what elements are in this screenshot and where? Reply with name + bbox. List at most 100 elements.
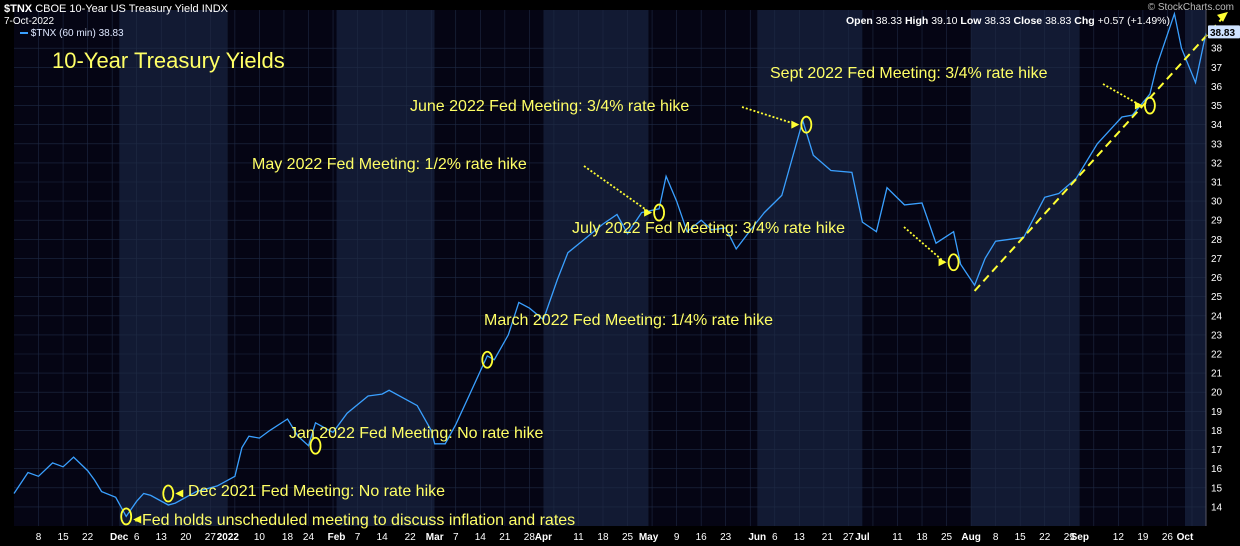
low-label: Low	[960, 15, 982, 27]
x-tick-label: 18	[282, 532, 294, 543]
y-tick-label: 19	[1211, 407, 1223, 418]
y-tick-label: 20	[1211, 388, 1223, 399]
x-tick-label: 28	[524, 532, 536, 543]
x-tick-label: 18	[597, 532, 609, 543]
annotation-arrowhead	[938, 258, 947, 267]
annotation-may-2022: May 2022 Fed Meeting: 1/2% rate hike	[252, 156, 527, 173]
x-tick-label: 21	[499, 532, 511, 543]
x-tick-label: Sep	[1071, 532, 1089, 543]
month-band	[757, 10, 863, 526]
x-tick-label: 22	[1039, 532, 1051, 543]
month-band	[543, 10, 649, 526]
annotation-pointer	[1102, 83, 1142, 107]
annotation-arrowhead	[1134, 101, 1143, 110]
x-tick-label: 13	[794, 532, 806, 543]
y-tick-label: 23	[1211, 330, 1223, 341]
annotation-sep-2022: Sept 2022 Fed Meeting: 3/4% rate hike	[770, 65, 1048, 82]
annotation-arrowhead	[175, 489, 184, 498]
x-tick-label: 7	[355, 532, 361, 543]
last-value-marker: 38.83	[1208, 25, 1240, 39]
x-tick-label: 21	[822, 532, 834, 543]
x-tick-label: 14	[377, 532, 389, 543]
y-tick-label: 22	[1211, 350, 1223, 361]
y-tick-label: 35	[1211, 101, 1223, 112]
month-band	[1184, 10, 1206, 526]
y-tick-label: 16	[1211, 464, 1223, 475]
month-band	[434, 10, 544, 526]
x-tick-label: 10	[254, 532, 266, 543]
y-tick-label: 26	[1211, 273, 1223, 284]
meeting-marker	[481, 350, 494, 369]
chart-title: 10-Year Treasury Yields	[52, 48, 285, 73]
annotation-jan-2022: Jan 2022 Fed Meeting: No rate hike	[289, 425, 544, 442]
annotation-mar-2022: March 2022 Fed Meeting: 1/4% rate hike	[484, 312, 774, 329]
x-tick-label: 12	[1113, 532, 1125, 543]
trend-arrowhead	[1217, 11, 1228, 22]
open-value: 38.33	[875, 15, 903, 27]
y-tick-label: 21	[1211, 369, 1223, 380]
x-tick-label: 19	[1137, 532, 1149, 543]
x-tick-label: 6	[134, 532, 140, 543]
meeting-markers	[120, 96, 1156, 526]
annotation-pointer	[903, 226, 946, 263]
horizontal-gridlines	[14, 47, 1206, 508]
x-tick-label: 13	[156, 532, 168, 543]
meeting-marker	[947, 253, 960, 272]
chg-label: Chg	[1074, 15, 1095, 27]
legend-label: $TNX (60 min) 38.83	[30, 28, 124, 39]
series-line-tnx	[13, 11, 1207, 518]
open-label: Open	[846, 15, 873, 27]
x-tick-label: 27	[843, 532, 855, 543]
annotation-unscheduled: Fed holds unscheduled meeting to discuss…	[142, 512, 576, 529]
meeting-marker	[1144, 96, 1156, 115]
meeting-marker	[800, 115, 813, 134]
x-tick-label: 20	[180, 532, 192, 543]
last-value-label: 38.83	[1210, 28, 1235, 39]
annotation-jul-2022: July 2022 Fed Meeting: 3/4% rate hike	[572, 220, 846, 237]
annotation-arrowhead	[133, 515, 142, 524]
x-tick-label: Dec	[110, 532, 129, 543]
annotation-arrowhead	[791, 120, 800, 129]
y-tick-label: 36	[1211, 82, 1223, 93]
x-tick-label: 26	[1162, 532, 1174, 543]
y-tick-label: 17	[1211, 445, 1223, 456]
y-tick-label: 38	[1211, 44, 1223, 55]
x-axis: 8 15 22 Dec 6 13 20 27 2022 10 18 24 Feb 7 14 22 Mar 7 14 2…	[36, 532, 1194, 543]
y-tick-label: 29	[1211, 216, 1223, 227]
series-legend: $TNX (60 min) 38.83	[20, 28, 124, 39]
x-tick-label: 7	[453, 532, 459, 543]
x-tick-label: 2022	[217, 532, 240, 543]
vertical-gridlines	[38, 10, 1193, 526]
last-value-box	[1208, 25, 1240, 39]
x-tick-label: 24	[303, 532, 315, 543]
x-tick-label: 15	[58, 532, 70, 543]
meeting-marker	[653, 203, 665, 222]
x-tick-label: 8	[993, 532, 999, 543]
x-tick-label: Feb	[328, 532, 346, 543]
x-tick-label: May	[639, 532, 659, 543]
x-tick-label: 27	[205, 532, 217, 543]
x-tick-label: 22	[82, 532, 94, 543]
month-bands	[14, 10, 1206, 526]
x-tick-label: 14	[475, 532, 487, 543]
chart-date: 7-Oct-2022	[4, 16, 55, 27]
month-band	[336, 10, 435, 526]
y-tick-label: 30	[1211, 197, 1223, 208]
x-tick-label: 9	[674, 532, 680, 543]
y-tick-label: 27	[1211, 254, 1223, 265]
y-tick-label: 18	[1211, 426, 1223, 437]
y-tick-label: 15	[1211, 483, 1223, 494]
annotation-pointer	[583, 165, 651, 214]
x-tick-label: 8	[36, 532, 42, 543]
close-value: 38.83	[1045, 15, 1072, 27]
watermark: © StockCharts.com	[1147, 2, 1234, 13]
y-tick-label: 32	[1211, 158, 1223, 169]
month-band	[971, 10, 1080, 526]
x-tick-label: 15	[1015, 532, 1027, 543]
annotation-arrows	[133, 11, 1228, 524]
y-tick-label: 28	[1211, 235, 1223, 246]
month-band	[862, 10, 972, 526]
y-tick-label: 25	[1211, 292, 1223, 303]
meeting-marker	[309, 436, 322, 455]
